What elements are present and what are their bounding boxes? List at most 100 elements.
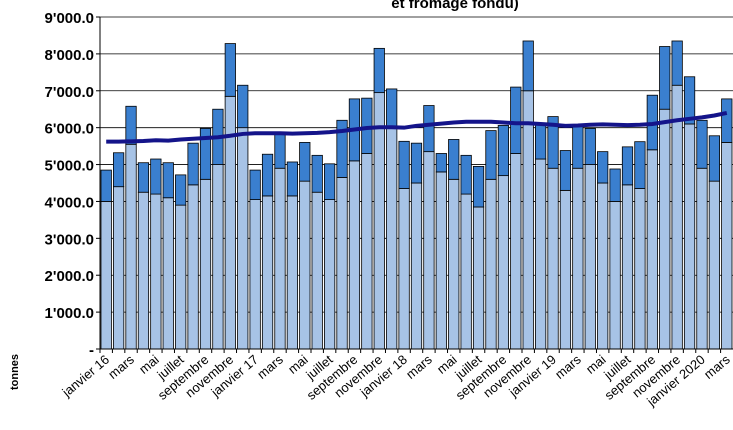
bar-segment (708, 180, 720, 350)
bar-segment (125, 105, 137, 145)
bar-segment (187, 184, 199, 350)
bar-segment (398, 140, 410, 189)
y-tick-label: 3'000.0 (45, 231, 94, 248)
bar-segment (597, 151, 609, 184)
x-tick-label: mars (552, 351, 584, 381)
bar-segment (634, 188, 646, 350)
bar-segment (137, 162, 150, 193)
bar-segment (423, 151, 435, 350)
bar-segment (249, 169, 261, 200)
y-tick-label: 6'000.0 (45, 121, 94, 138)
bar-segment (683, 76, 696, 125)
bar-segment (100, 169, 112, 202)
bar-segment (299, 142, 311, 182)
y-tick-label: 4'000.0 (45, 194, 94, 211)
y-tick-label: - (89, 342, 94, 359)
bar-segment (708, 135, 720, 182)
bar-segment (137, 191, 150, 350)
bar-segment (175, 174, 187, 206)
bar-segment (187, 142, 199, 186)
bar-segment (696, 167, 708, 350)
bar-segment (696, 119, 708, 169)
bar-segment (286, 161, 298, 197)
bar-segment (386, 88, 398, 129)
x-tick-label: mars (701, 351, 733, 381)
bar-segment (472, 165, 485, 208)
bar-segment (485, 130, 497, 180)
x-tick-label: mars (403, 351, 435, 381)
bar-segment (435, 171, 447, 350)
bar-segment (212, 164, 224, 350)
bar-segment (572, 167, 584, 350)
bar-segment (100, 201, 112, 350)
bar-segment (199, 128, 212, 180)
bar-segment (671, 84, 683, 350)
y-tick-label: 8'000.0 (45, 47, 94, 64)
y-tick-label: 7'000.0 (45, 84, 94, 101)
bar-segment (510, 86, 522, 154)
bar-segment (274, 167, 286, 350)
bar-segment (324, 199, 336, 350)
bar-segment (261, 153, 274, 197)
bar-segment (584, 128, 596, 165)
bar-segment (435, 153, 447, 173)
y-tick-label: 1'000.0 (45, 305, 94, 322)
trend-line (106, 110, 728, 144)
bar-segment (472, 206, 485, 350)
bar-segment (510, 153, 522, 350)
x-tick-label: mars (254, 351, 286, 381)
bar-segment (373, 92, 385, 350)
bar-segment (324, 163, 336, 201)
chart-title: et fromage fondu) (391, 0, 519, 12)
bar-segment (547, 116, 559, 169)
bar-segment (721, 142, 733, 350)
bar-segment (162, 197, 174, 350)
bar-segment (125, 143, 137, 350)
x-tick-label: janvier 16 (59, 352, 113, 400)
bar-segment (224, 43, 236, 97)
bar-segment (572, 125, 584, 169)
bar-segment (386, 127, 398, 350)
bar-segment (659, 108, 671, 350)
bar-segment (597, 182, 609, 350)
bar-segment (621, 184, 634, 350)
bar-segment (311, 191, 323, 350)
bar-segment (237, 127, 249, 350)
bar-segment (410, 142, 423, 184)
bar-segment (659, 46, 671, 110)
bar-segment (373, 47, 385, 94)
bar-segment (261, 195, 274, 350)
bar-segment (683, 123, 696, 350)
bar-segment (646, 149, 658, 350)
bar-segment (336, 177, 348, 350)
bar-segment (621, 146, 634, 186)
bar-segment (348, 160, 361, 350)
bar-segment (311, 154, 323, 193)
bar-segment (535, 158, 547, 350)
bar-segment (721, 98, 733, 143)
bar-segment (299, 180, 311, 350)
bar-segment (199, 178, 212, 350)
bar-segment (671, 40, 683, 86)
bar-segment (274, 131, 286, 169)
bar-segment (448, 139, 460, 180)
bar-segment (559, 150, 572, 191)
bar-segment (522, 90, 534, 350)
bar-segment (361, 153, 373, 350)
bar-segment (286, 195, 298, 350)
bar-segment (584, 164, 596, 350)
bar-segment (497, 125, 509, 177)
bar-segment (535, 124, 547, 160)
bar-segment (113, 186, 125, 350)
y-tick-label: 2'000.0 (45, 268, 94, 285)
y-axis-label: tonnes (9, 354, 21, 390)
bar-segment (460, 154, 472, 195)
bar-segment (336, 119, 348, 178)
bar-segment (609, 168, 621, 202)
bar-segment (634, 141, 646, 189)
bar-segment (547, 167, 559, 350)
bar-segment (423, 105, 435, 153)
bar-segment (175, 204, 187, 350)
bar-segment (398, 188, 410, 350)
